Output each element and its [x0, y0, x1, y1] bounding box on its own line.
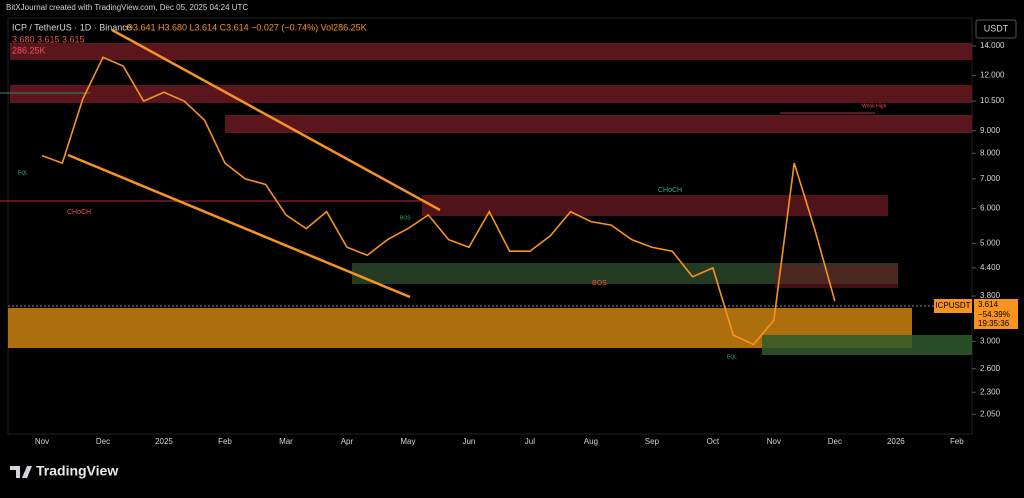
y-tick-label: 6.000 [980, 204, 1001, 213]
price-tag-change: −54.39% [978, 310, 1010, 319]
annotation: CHoCH [67, 209, 91, 216]
y-tick-label: 3.000 [980, 336, 1001, 345]
y-tick-label: 3.800 [980, 291, 1001, 300]
x-tick-label: Dec [96, 437, 110, 446]
y-tick-label: 8.000 [980, 148, 1001, 157]
volume-text: 286.25K [12, 45, 46, 55]
y-axis [973, 18, 1024, 434]
brand: TradingView [36, 463, 118, 479]
price-line-series [41, 56, 836, 346]
zone [225, 115, 972, 133]
x-tick-label: Apr [341, 437, 354, 446]
zone [352, 263, 898, 284]
symbol-title: ICP / TetherUS · 1D · Binance [12, 22, 132, 32]
x-tick-label: Feb [950, 437, 964, 446]
x-tick-label: Sep [645, 437, 660, 446]
credit: BitXJournal created with TradingView.com… [6, 3, 248, 12]
zone [10, 43, 972, 60]
y-tick-label: 10.500 [980, 96, 1005, 105]
price-tag-countdown: 19:35:36 [978, 319, 1010, 328]
zone [8, 308, 912, 348]
x-tick-label: Jun [462, 437, 475, 446]
y-tick-label: 4.400 [980, 263, 1001, 272]
symbol-tag [934, 299, 972, 313]
y-tick-label: 2.300 [980, 387, 1001, 396]
x-tick-label: 2026 [887, 437, 905, 446]
y-tick-label: 7.000 [980, 174, 1001, 183]
y-tick-label: 12.000 [980, 71, 1005, 80]
annotation: CHoCH [658, 187, 682, 194]
x-tick-label: May [400, 437, 415, 446]
x-tick-label: Oct [707, 437, 720, 446]
annotation: BOS [592, 280, 607, 287]
x-tick-label: Mar [279, 437, 293, 446]
x-tick-label: Feb [218, 437, 232, 446]
x-tick-label: Dec [828, 437, 842, 446]
zone [422, 195, 888, 216]
currency: USDT [984, 23, 1009, 33]
brand-logo [10, 466, 32, 478]
price-tag [974, 299, 1018, 329]
x-tick-label: Aug [584, 437, 598, 446]
y-tick-label: 9.000 [980, 126, 1001, 135]
x-tick-label: Nov [767, 437, 781, 446]
x-tick-label: 2025 [155, 437, 173, 446]
price-tag-price: 3.614 [978, 300, 999, 309]
x-tick-label: Jul [525, 437, 535, 446]
y-tick-label: 2.050 [980, 409, 1001, 418]
ohlc: O3.641 H3.680 L3.614 C3.614 −0.027 (−0.7… [126, 22, 367, 32]
x-tick-label: Nov [35, 437, 49, 446]
zone [775, 265, 898, 288]
annotation: EQL [18, 170, 28, 176]
plot-frame [7, 17, 973, 435]
symbol-tag-text: ICPUSDT [935, 301, 970, 310]
annotation: EQL [727, 354, 737, 360]
y-tick-label: 14.000 [980, 41, 1005, 50]
annotation: Weak High [862, 103, 887, 109]
channel-line [111, 28, 441, 212]
ohlc-2: 3.680 3.615 3.615 [12, 34, 85, 44]
zone [762, 335, 972, 355]
zone [10, 85, 972, 103]
annotation: BOS [400, 215, 411, 221]
channel-line [67, 153, 411, 299]
currency-box [975, 19, 1017, 39]
y-tick-label: 2.600 [980, 364, 1001, 373]
footer [0, 454, 1024, 493]
y-tick-label: 5.000 [980, 238, 1001, 247]
